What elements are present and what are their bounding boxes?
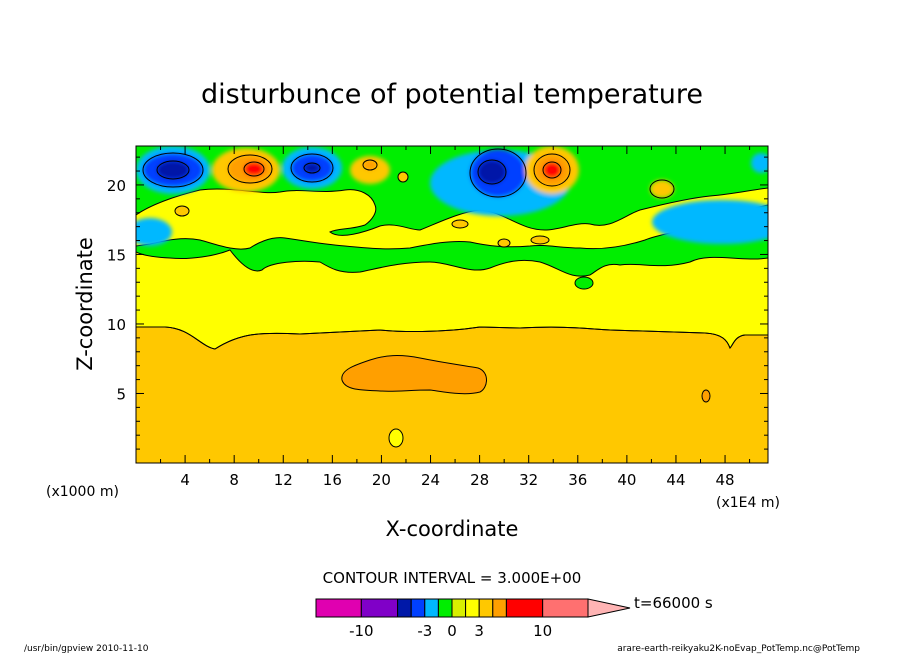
x-tick-label: 8 (229, 471, 239, 489)
colorbar-tick-label: -3 (417, 622, 432, 640)
colorbar-extension (587, 598, 631, 618)
upper-cells (136, 146, 768, 246)
x-tick-label: 4 (180, 471, 190, 489)
plot-frame (135, 145, 769, 464)
colorbar-bin (360, 598, 399, 618)
colorbar-tick-label: 0 (447, 622, 457, 640)
x-tick-label: 20 (372, 471, 391, 489)
colorbar-bin (315, 598, 362, 618)
colorbar (315, 598, 631, 618)
x-ticks (160, 146, 751, 463)
footer-right: arare-earth-reikyaku2K-noEvap_PotTemp.nc… (617, 644, 860, 654)
colorbar-bin (410, 598, 426, 618)
colorbar-bin (505, 598, 544, 618)
y-scale-label: (x1000 m) (46, 484, 119, 500)
y-tick-label: 10 (107, 316, 126, 334)
x-tick-label: 28 (470, 471, 489, 489)
field-upper-yellow-patches (136, 187, 768, 250)
colorbar-tick-label: 3 (474, 622, 484, 640)
contour-line-lower (136, 326, 768, 350)
colorbar-bin (397, 598, 412, 618)
y-tick-labels: 5 10 15 20 (107, 177, 126, 404)
warm-blob-lower (341, 355, 487, 395)
colorbar-bin (478, 598, 494, 618)
colorbar-bin (451, 598, 467, 618)
x-tick-labels: 4 8 12 16 20 24 28 32 36 40 44 48 (180, 471, 734, 489)
colorbar-bin (542, 598, 589, 618)
plot-area (136, 146, 768, 463)
y-ticks (136, 156, 768, 450)
x-scale-label: (x1E4 m) (716, 495, 780, 511)
colorbar-bin (465, 598, 480, 618)
small-features (174, 171, 711, 448)
x-tick-label: 16 (323, 471, 342, 489)
x-tick-label: 48 (716, 471, 735, 489)
x-tick-label: 44 (666, 471, 685, 489)
x-axis-label: X-coordinate (386, 517, 519, 541)
upper-cell-contours (142, 148, 675, 199)
y-axis-label: Z-coordinate (73, 237, 97, 371)
time-label: t=66000 s (634, 594, 713, 612)
x-tick-label: 40 (617, 471, 636, 489)
colorbar-bin (492, 598, 507, 618)
x-tick-label: 36 (568, 471, 587, 489)
colorbar-tick-labels: -10 -3 0 3 10 (349, 622, 552, 640)
colorbar-bin (437, 598, 453, 618)
colorbar-bin (424, 598, 439, 618)
contour-interval-label: CONTOUR INTERVAL = 3.000E+00 (323, 569, 582, 587)
colorbar-tick-label: -10 (349, 622, 374, 640)
x-tick-label: 32 (519, 471, 538, 489)
chart-title: disturbunce of potential temperature (201, 79, 703, 110)
x-tick-label: 24 (421, 471, 440, 489)
y-tick-label: 5 (116, 385, 126, 403)
footer-left: /usr/bin/gpview 2010-11-10 (24, 644, 149, 654)
y-tick-label: 15 (107, 246, 126, 264)
x-tick-label: 12 (274, 471, 293, 489)
y-tick-label: 20 (107, 177, 126, 195)
colorbar-tick-label: 10 (533, 622, 552, 640)
